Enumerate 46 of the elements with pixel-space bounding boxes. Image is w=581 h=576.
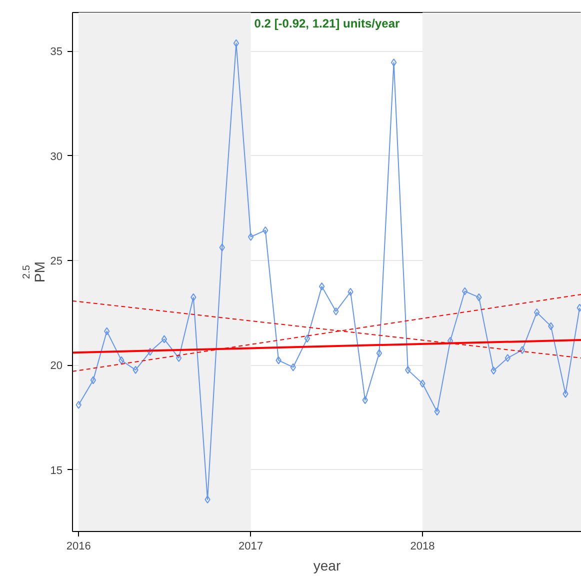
point (490, 366, 496, 375)
point (447, 336, 454, 345)
annotation: 0.2 [-0.92, 1.21] units/year (254, 16, 400, 30)
point (534, 308, 540, 316)
y-tick-label: 25 (50, 255, 63, 268)
point (504, 354, 510, 362)
point (147, 348, 153, 356)
y-tick-label: 30 (50, 150, 63, 163)
y-tick-label: 35 (50, 46, 63, 58)
point (290, 363, 296, 372)
point (176, 354, 182, 362)
point (304, 334, 310, 343)
point (318, 282, 325, 290)
point (104, 327, 110, 336)
x-tick-label: 2016 (66, 540, 91, 552)
y-tick-label: 15 (50, 464, 63, 477)
x-tick-label: 2018 (410, 540, 435, 552)
point (161, 335, 168, 344)
point (405, 366, 411, 374)
point (233, 39, 240, 48)
point (118, 356, 124, 364)
point (219, 244, 225, 252)
point (390, 58, 397, 67)
point (562, 390, 568, 398)
point (76, 400, 82, 409)
x-axis-title: year (313, 558, 341, 574)
point (434, 408, 440, 416)
x-tick-label: 2017 (238, 540, 264, 552)
point (348, 288, 354, 296)
point (190, 293, 196, 302)
point (132, 366, 138, 374)
point (362, 396, 368, 404)
point (376, 349, 382, 358)
point (90, 376, 96, 384)
point (262, 226, 268, 234)
point (462, 287, 468, 296)
point (519, 346, 526, 354)
point (276, 356, 282, 364)
point (420, 380, 426, 388)
point (548, 322, 554, 330)
point (476, 293, 482, 302)
point (333, 307, 339, 316)
y-axis-title: PM2.5 (22, 262, 48, 282)
y-tick-label: 20 (50, 360, 63, 372)
point (248, 232, 254, 241)
point (204, 495, 210, 504)
